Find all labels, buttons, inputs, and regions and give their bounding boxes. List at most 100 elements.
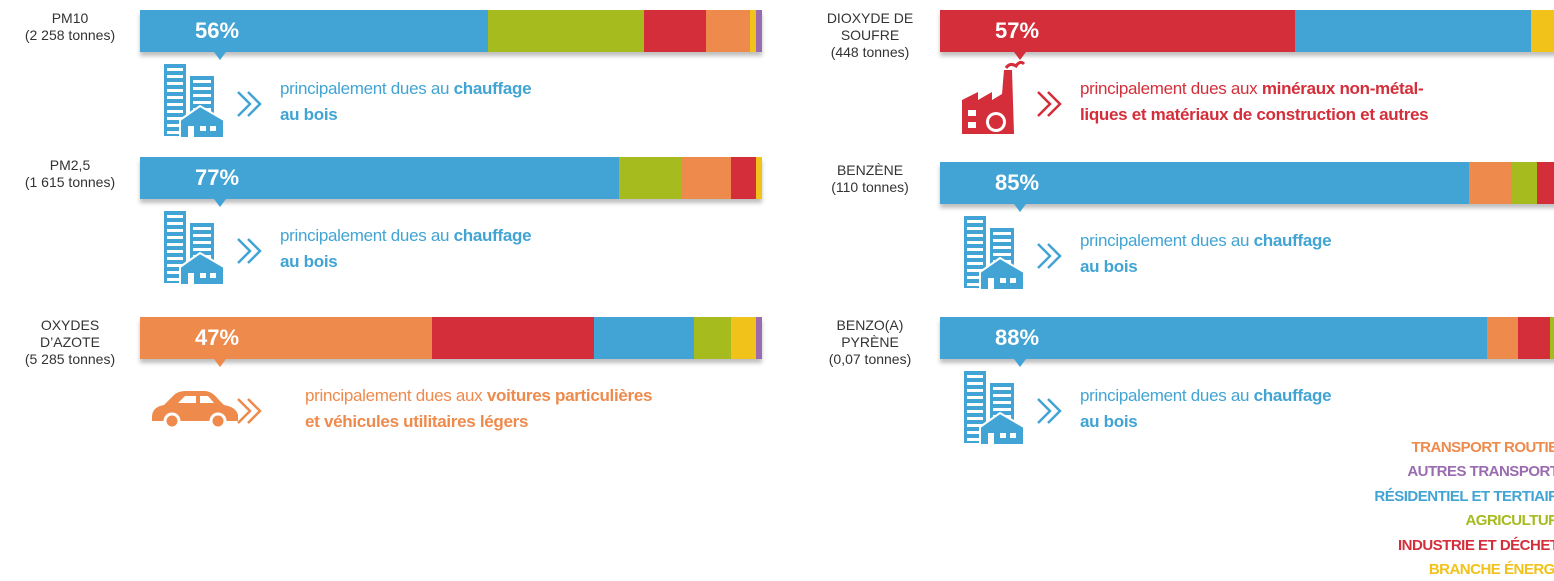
icon-part bbox=[167, 236, 183, 239]
icon-part bbox=[968, 110, 976, 116]
annotation-text: principalement dues au chauffage au bois bbox=[280, 223, 532, 275]
icon-part bbox=[979, 411, 1025, 446]
icon-part bbox=[967, 276, 983, 279]
icon-part bbox=[167, 131, 183, 134]
pollutant-label-line: D’AZOTE bbox=[40, 334, 100, 350]
icon bbox=[962, 60, 1026, 134]
pointer bbox=[1014, 52, 1026, 60]
pollutant-label-line: PYRÈNE bbox=[841, 334, 899, 350]
icon-part bbox=[167, 75, 183, 78]
icon-part bbox=[167, 96, 183, 99]
icon-part bbox=[993, 253, 1011, 256]
stacked-bar: 88% bbox=[940, 317, 1554, 359]
icon-part bbox=[193, 94, 211, 97]
bar-segment bbox=[940, 162, 1469, 204]
bar-segment bbox=[681, 157, 731, 199]
bar-segment bbox=[1294, 10, 1531, 52]
bar-segment bbox=[140, 317, 433, 359]
annotation-text: principalement dues au chauffage au bois bbox=[1080, 228, 1332, 280]
icon-part bbox=[1010, 278, 1016, 283]
annotation-bold: et véhicules utilitaires légers bbox=[305, 412, 529, 431]
icon bbox=[164, 64, 225, 139]
icon-part bbox=[167, 250, 183, 253]
pollutant-label-line: PM2,5 bbox=[49, 157, 91, 173]
annotation-plain: principalement dues au bbox=[1080, 386, 1250, 405]
icon-part bbox=[188, 273, 194, 285]
bar-segment bbox=[1468, 162, 1513, 204]
legend-entry: TRANSPORT ROUTIER bbox=[1411, 439, 1554, 456]
bar-segment bbox=[940, 10, 1295, 52]
icon-part bbox=[967, 417, 983, 420]
icon-part bbox=[993, 401, 1011, 404]
icon-part bbox=[1010, 433, 1016, 438]
icon-part bbox=[210, 273, 216, 278]
legend-entry: AGRICULTURE bbox=[1465, 512, 1554, 530]
stacked-bar: 77% bbox=[140, 157, 762, 199]
pointer bbox=[214, 52, 226, 60]
icon-part bbox=[993, 232, 1011, 235]
percentage-label: 47% bbox=[195, 325, 240, 350]
icon-part bbox=[167, 222, 183, 225]
icon bbox=[164, 211, 225, 286]
bar-segment bbox=[618, 157, 682, 199]
annotation-bold: au bois bbox=[1080, 257, 1138, 276]
pollutant-label: OXYDES D’AZOTE (5 285 tonnes) bbox=[0, 317, 140, 368]
icon-part bbox=[967, 424, 983, 427]
percentage-label: 77% bbox=[195, 165, 240, 190]
icon-part bbox=[967, 220, 983, 223]
icon-part bbox=[989, 115, 1003, 129]
icon-part bbox=[967, 255, 983, 258]
bar-segment bbox=[755, 10, 762, 52]
annotation-text: principalement dues aux voitures particu… bbox=[305, 383, 652, 435]
pointer bbox=[214, 199, 226, 207]
icon-part bbox=[167, 257, 183, 260]
pollutant-label-line: (2 258 tonnes) bbox=[24, 27, 116, 43]
chevrons bbox=[1037, 243, 1062, 269]
bar-segment bbox=[1512, 162, 1538, 204]
pollutant-label: PM2,5 (1 615 tonnes) bbox=[0, 157, 140, 191]
icon bbox=[964, 371, 1025, 446]
pollutant-label: DIOXYDE DE SOUFRE (448 tonnes) bbox=[800, 10, 940, 61]
icon-part bbox=[993, 387, 1011, 390]
stacked-bar: 56% bbox=[140, 10, 762, 52]
icon-part bbox=[193, 101, 211, 104]
legend-entry: BRANCHE ÉNERGIE bbox=[1428, 561, 1554, 578]
icon-part bbox=[193, 87, 211, 90]
icon-part bbox=[988, 433, 994, 445]
icon-part bbox=[167, 229, 183, 232]
legend-entry: AUTRES TRANSPORTS bbox=[1407, 463, 1554, 481]
annotation-bold: minéraux non-métal- bbox=[1261, 79, 1424, 98]
icon-part bbox=[200, 273, 206, 278]
icon-part bbox=[167, 82, 183, 85]
icon-part bbox=[967, 248, 983, 251]
icon-part bbox=[193, 227, 211, 230]
icon-part bbox=[967, 396, 983, 399]
pollutant-label-line: SOUFRE bbox=[840, 27, 900, 43]
bar-segment bbox=[1530, 10, 1554, 52]
pollutant-label-line: (110 tonnes) bbox=[831, 179, 909, 195]
legend-entry: RÉSIDENTIEL ET TERTIAIRE bbox=[1374, 487, 1554, 505]
chevrons bbox=[1037, 398, 1062, 424]
annotation-plain: principalement dues au bbox=[280, 79, 450, 98]
annotation-graphics bbox=[164, 52, 262, 139]
annotation-plain: principalement dues aux bbox=[1080, 79, 1258, 98]
icon-part bbox=[967, 403, 983, 406]
icon-part bbox=[178, 396, 214, 403]
annotation-graphics bbox=[964, 204, 1062, 291]
pollutant-label: BENZO(A) PYRÈNE (0,07 tonnes) bbox=[800, 317, 940, 368]
annotation-bold: au bois bbox=[280, 252, 338, 271]
annotation-bold: au bois bbox=[280, 105, 338, 124]
icon-part bbox=[167, 124, 183, 127]
icon-part bbox=[179, 104, 225, 139]
pollutant-label: BENZÈNE (110 tonnes) bbox=[800, 162, 940, 196]
annotation-plain: principalement dues au bbox=[1080, 231, 1250, 250]
bar-segment bbox=[693, 317, 731, 359]
pollutant-label-line: (1 615 tonnes) bbox=[24, 174, 116, 190]
icon-part bbox=[967, 283, 983, 286]
chevrons bbox=[237, 91, 262, 117]
icon-part bbox=[988, 278, 994, 290]
pollutant-label-line: PM10 bbox=[51, 10, 89, 26]
bar-segment bbox=[140, 157, 619, 199]
icon-part bbox=[967, 227, 983, 230]
